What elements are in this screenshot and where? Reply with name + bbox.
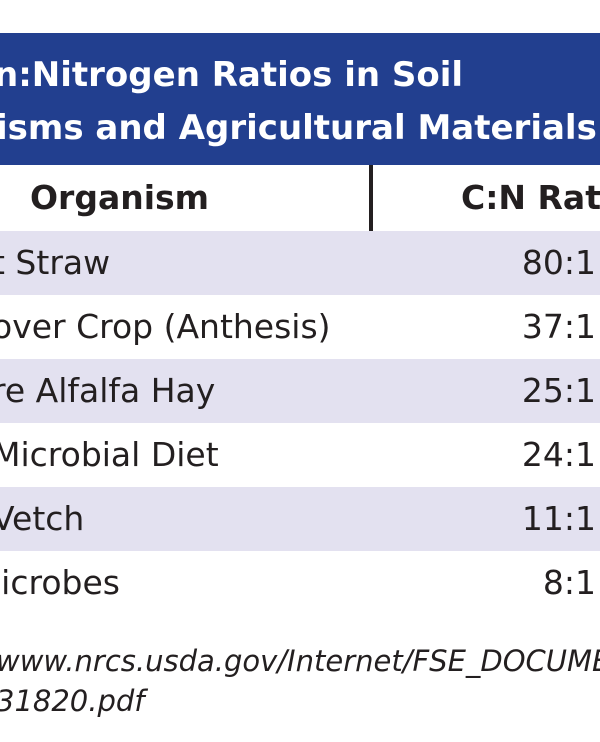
row-ratio: 37:1 — [521, 307, 596, 346]
row-name: licrobes — [0, 563, 120, 602]
table-title-bar: n:Nitrogen Ratios in Soil isms and Agric… — [0, 33, 600, 165]
row-ratio: 8:1 — [542, 563, 596, 602]
column-divider — [369, 165, 373, 231]
table-row: re Alfalfa Hay 25:1 — [0, 359, 600, 423]
table-row: t Straw 80:1 — [0, 231, 600, 295]
row-ratio: 25:1 — [521, 371, 596, 410]
column-header-organism: Organism — [30, 178, 210, 217]
column-header-cn-ratio: C:N Rati — [461, 178, 600, 217]
row-ratio: 24:1 — [521, 435, 596, 474]
table-title-line-2: isms and Agricultural Materials — [0, 108, 597, 148]
table-header-row: Organism C:N Rati — [0, 165, 600, 231]
table-row: Microbial Diet 24:1 — [0, 423, 600, 487]
row-name: over Crop (Anthesis) — [0, 307, 331, 346]
row-name: Microbial Diet — [0, 435, 219, 474]
table-row: licrobes 8:1 — [0, 551, 600, 615]
table-title-line-1: n:Nitrogen Ratios in Soil — [0, 55, 464, 95]
row-ratio: 11:1 — [521, 499, 596, 538]
row-name: re Alfalfa Hay — [0, 371, 216, 410]
source-link-line-2[interactable]: 31820.pdf — [0, 684, 145, 718]
row-ratio: 80:1 — [521, 243, 596, 282]
source-link-line-1[interactable]: www.nrcs.usda.gov/Internet/FSE_DOCUMENT — [0, 644, 600, 678]
table-row: Vetch 11:1 — [0, 487, 600, 551]
row-name: Vetch — [0, 499, 85, 538]
row-name: t Straw — [0, 243, 111, 282]
table-row: over Crop (Anthesis) 37:1 — [0, 295, 600, 359]
